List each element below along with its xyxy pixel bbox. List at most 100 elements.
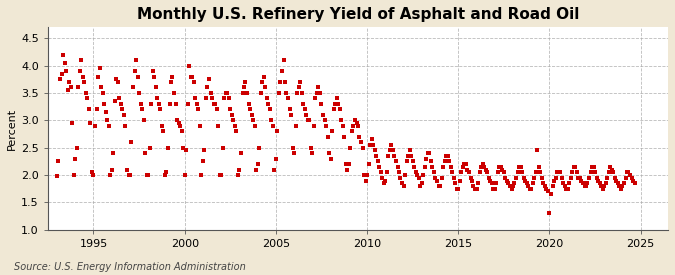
- Point: [403, 154, 414, 158]
- Point: [369, 148, 380, 153]
- Point: [76, 58, 86, 62]
- Point: [207, 96, 217, 101]
- Point: [385, 148, 396, 153]
- Point: [308, 123, 319, 128]
- Point: [243, 102, 254, 106]
- Point: [310, 96, 321, 101]
- Point: [570, 165, 580, 169]
- Point: [249, 123, 260, 128]
- Point: [321, 123, 331, 128]
- Point: [375, 170, 386, 175]
- Point: [78, 74, 88, 79]
- Point: [584, 175, 595, 180]
- Point: [340, 162, 351, 166]
- Point: [514, 165, 524, 169]
- Point: [588, 165, 599, 169]
- Point: [509, 181, 520, 185]
- Point: [91, 107, 102, 112]
- Point: [111, 77, 122, 81]
- Point: [593, 178, 603, 183]
- Point: [302, 118, 313, 123]
- Point: [387, 148, 398, 153]
- Point: [322, 134, 333, 139]
- Point: [159, 173, 170, 177]
- Point: [346, 129, 357, 133]
- Point: [94, 66, 105, 70]
- Point: [140, 151, 151, 155]
- Point: [266, 118, 277, 123]
- Point: [275, 80, 286, 84]
- Point: [464, 170, 475, 175]
- Point: [190, 96, 200, 101]
- Point: [413, 175, 424, 180]
- Point: [62, 88, 73, 92]
- Point: [334, 107, 345, 112]
- Point: [360, 178, 371, 183]
- Point: [580, 184, 591, 188]
- Point: [296, 91, 307, 95]
- Point: [84, 107, 95, 112]
- Point: [494, 165, 505, 169]
- Point: [240, 80, 251, 84]
- Point: [281, 91, 292, 95]
- Point: [350, 118, 360, 123]
- Point: [198, 159, 209, 164]
- Point: [438, 165, 449, 169]
- Point: [618, 181, 629, 185]
- Point: [356, 140, 367, 144]
- Point: [231, 129, 242, 133]
- Point: [108, 151, 119, 155]
- Point: [483, 175, 494, 180]
- Point: [99, 102, 109, 106]
- Point: [143, 173, 154, 177]
- Point: [506, 186, 517, 191]
- Point: [435, 184, 446, 188]
- Point: [587, 165, 597, 169]
- Point: [216, 173, 227, 177]
- Point: [409, 165, 420, 169]
- Point: [532, 148, 543, 153]
- Point: [424, 151, 435, 155]
- Point: [251, 167, 262, 172]
- Point: [137, 107, 148, 112]
- Point: [73, 85, 84, 90]
- Point: [550, 175, 561, 180]
- Point: [122, 167, 132, 172]
- Point: [441, 154, 452, 158]
- Point: [123, 173, 134, 177]
- Point: [141, 173, 152, 177]
- Point: [554, 170, 564, 175]
- Point: [244, 107, 255, 112]
- Point: [119, 113, 130, 117]
- Point: [556, 175, 567, 180]
- Point: [158, 129, 169, 133]
- Point: [292, 91, 302, 95]
- Point: [138, 118, 149, 123]
- Point: [324, 151, 335, 155]
- Point: [391, 159, 402, 164]
- Point: [205, 91, 216, 95]
- Point: [248, 118, 259, 123]
- Point: [115, 102, 126, 106]
- Point: [576, 178, 587, 183]
- Point: [170, 102, 181, 106]
- Point: [85, 121, 96, 125]
- Point: [352, 123, 363, 128]
- Point: [489, 186, 500, 191]
- Point: [572, 170, 583, 175]
- Point: [389, 154, 400, 158]
- Point: [394, 170, 404, 175]
- Point: [330, 102, 341, 106]
- Point: [331, 96, 342, 101]
- Point: [220, 91, 231, 95]
- Point: [406, 154, 416, 158]
- Point: [537, 175, 547, 180]
- Point: [325, 156, 336, 161]
- Point: [466, 178, 477, 183]
- Point: [395, 175, 406, 180]
- Point: [567, 170, 578, 175]
- Point: [363, 162, 374, 166]
- Point: [97, 91, 108, 95]
- Point: [518, 175, 529, 180]
- Point: [146, 102, 157, 106]
